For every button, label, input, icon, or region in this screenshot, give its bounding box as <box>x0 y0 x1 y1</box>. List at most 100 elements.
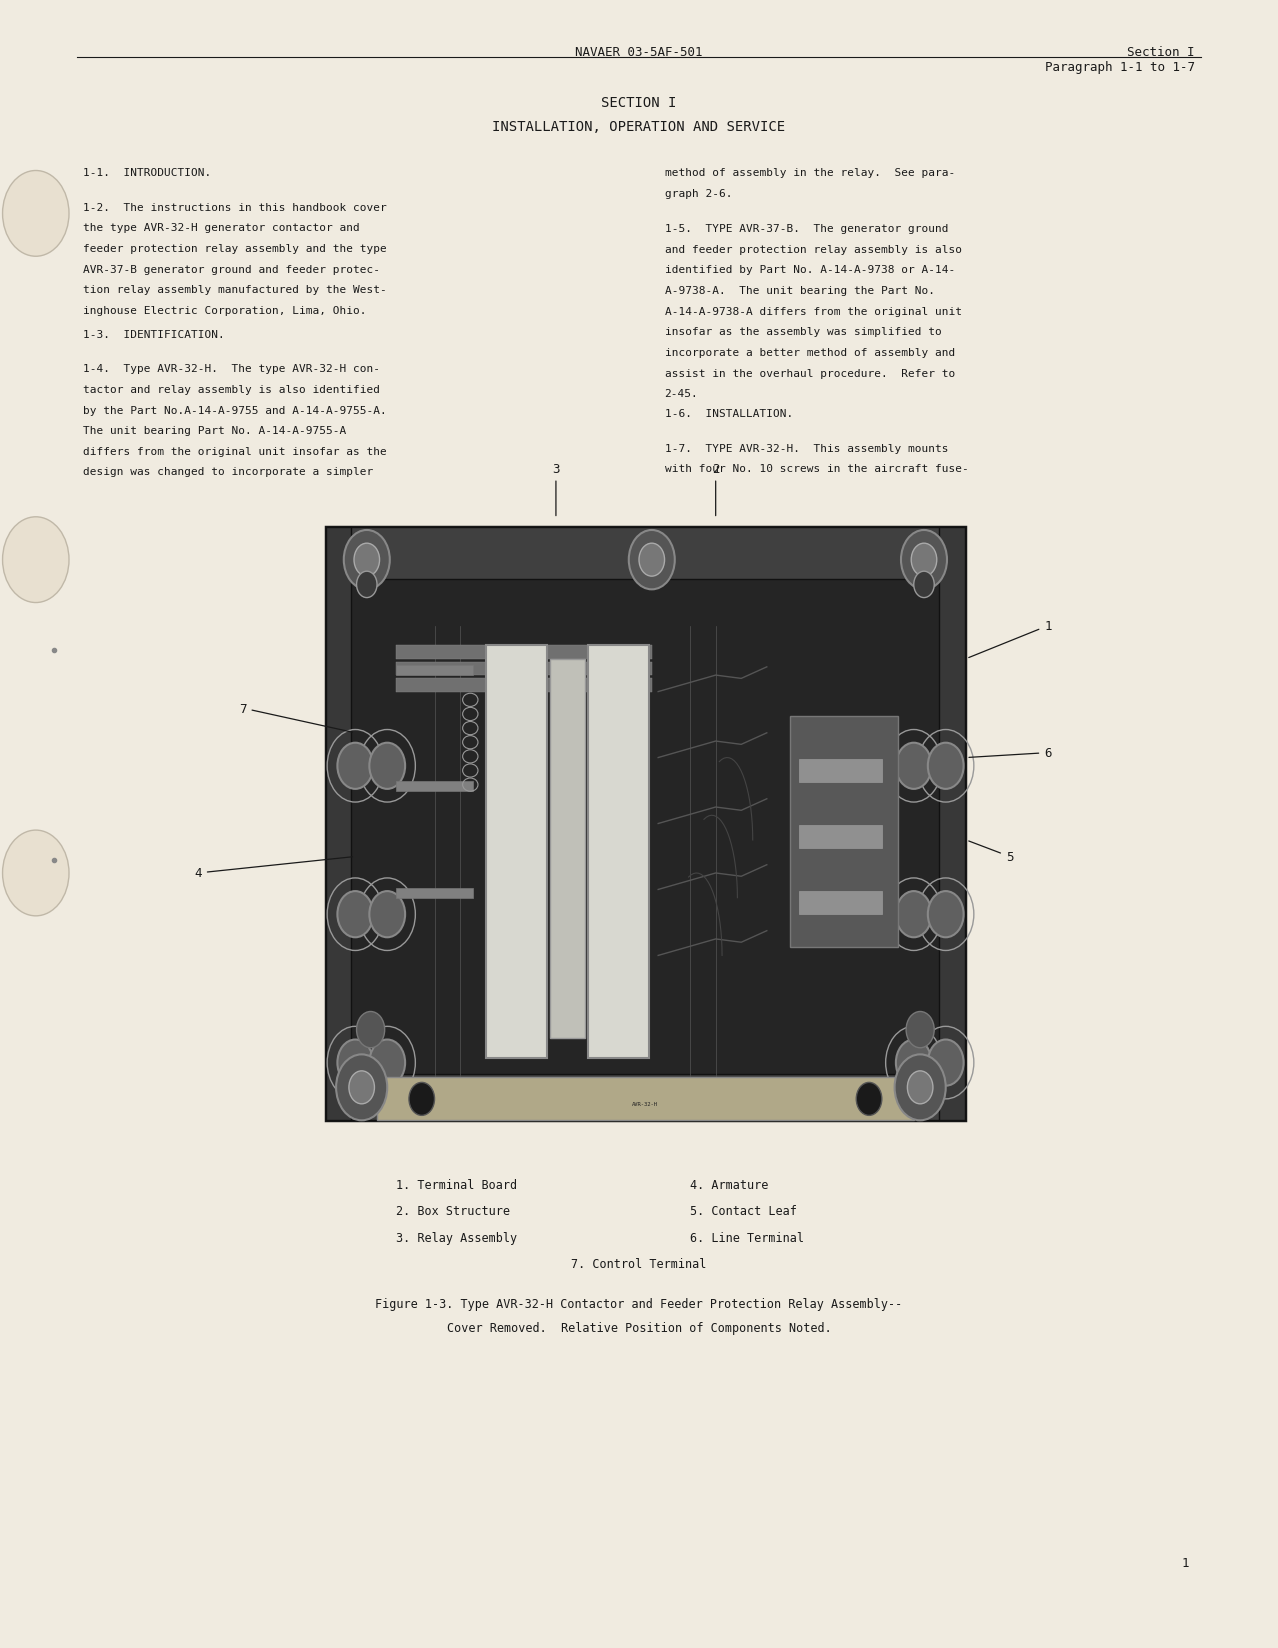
Circle shape <box>895 1055 946 1121</box>
Text: with four No. 10 screws in the aircraft fuse-: with four No. 10 screws in the aircraft … <box>665 465 969 475</box>
Text: tactor and relay assembly is also identified: tactor and relay assembly is also identi… <box>83 386 380 396</box>
Text: 2. Box Structure: 2. Box Structure <box>396 1205 510 1218</box>
Circle shape <box>856 1083 882 1116</box>
Circle shape <box>369 1040 405 1086</box>
Circle shape <box>3 831 69 916</box>
Bar <box>588 646 649 1058</box>
Bar <box>377 1078 914 1121</box>
Text: 3: 3 <box>552 463 560 516</box>
Bar <box>396 662 652 676</box>
Circle shape <box>928 1040 964 1086</box>
Text: 1-6.  INSTALLATION.: 1-6. INSTALLATION. <box>665 409 792 419</box>
Bar <box>486 646 547 1058</box>
Bar <box>396 781 473 791</box>
Text: inghouse Electric Corporation, Lima, Ohio.: inghouse Electric Corporation, Lima, Ohi… <box>83 307 367 316</box>
Bar <box>396 888 473 898</box>
Bar <box>326 527 351 1121</box>
Text: 6: 6 <box>969 747 1052 760</box>
Text: 4: 4 <box>194 857 353 880</box>
Bar <box>326 1074 965 1121</box>
Text: NAVAER 03-5AF-501: NAVAER 03-5AF-501 <box>575 46 703 59</box>
Text: Figure 1-3. Type AVR-32-H Contactor and Feeder Protection Relay Assembly--: Figure 1-3. Type AVR-32-H Contactor and … <box>376 1297 902 1310</box>
Text: 3. Relay Assembly: 3. Relay Assembly <box>396 1231 518 1244</box>
Circle shape <box>896 743 932 789</box>
Text: 1-4.  Type AVR-32-H.  The type AVR-32-H con-: 1-4. Type AVR-32-H. The type AVR-32-H co… <box>83 364 380 374</box>
Text: feeder protection relay assembly and the type: feeder protection relay assembly and the… <box>83 244 387 254</box>
Circle shape <box>337 1040 373 1086</box>
Bar <box>799 826 882 849</box>
Circle shape <box>369 892 405 938</box>
Text: the type AVR-32-H generator contactor and: the type AVR-32-H generator contactor an… <box>83 224 360 234</box>
Circle shape <box>896 892 932 938</box>
Circle shape <box>629 531 675 590</box>
Text: 2-45.: 2-45. <box>665 389 698 399</box>
Text: assist in the overhaul procedure.  Refer to: assist in the overhaul procedure. Refer … <box>665 369 955 379</box>
Bar <box>550 659 585 1038</box>
Bar <box>396 679 652 692</box>
Text: SECTION I: SECTION I <box>602 96 676 109</box>
Bar <box>396 666 473 676</box>
Text: tion relay assembly manufactured by the West-: tion relay assembly manufactured by the … <box>83 285 387 295</box>
Text: 5. Contact Leaf: 5. Contact Leaf <box>690 1205 797 1218</box>
Bar <box>343 549 948 1099</box>
Circle shape <box>928 892 964 938</box>
Circle shape <box>3 171 69 257</box>
Circle shape <box>906 1012 934 1048</box>
Text: 1: 1 <box>1181 1556 1189 1569</box>
Text: 1. Terminal Board: 1. Terminal Board <box>396 1178 518 1192</box>
Text: identified by Part No. A-14-A-9738 or A-14-: identified by Part No. A-14-A-9738 or A-… <box>665 265 955 275</box>
Circle shape <box>336 1055 387 1121</box>
Text: 4. Armature: 4. Armature <box>690 1178 768 1192</box>
Text: AVR-32-H: AVR-32-H <box>633 1101 658 1107</box>
Circle shape <box>639 544 665 577</box>
Bar <box>939 527 965 1121</box>
Text: and feeder protection relay assembly is also: and feeder protection relay assembly is … <box>665 244 961 255</box>
Bar <box>326 527 965 580</box>
Text: A-9738-A.  The unit bearing the Part No.: A-9738-A. The unit bearing the Part No. <box>665 287 934 297</box>
Text: INSTALLATION, OPERATION AND SERVICE: INSTALLATION, OPERATION AND SERVICE <box>492 120 786 133</box>
Text: 1-1.  INTRODUCTION.: 1-1. INTRODUCTION. <box>83 168 211 178</box>
Circle shape <box>357 572 377 598</box>
Text: insofar as the assembly was simplified to: insofar as the assembly was simplified t… <box>665 326 942 338</box>
Circle shape <box>337 892 373 938</box>
Text: AVR-37-B generator ground and feeder protec-: AVR-37-B generator ground and feeder pro… <box>83 264 380 275</box>
Circle shape <box>344 531 390 590</box>
Circle shape <box>3 517 69 603</box>
Text: 7. Control Terminal: 7. Control Terminal <box>571 1257 707 1271</box>
Text: Cover Removed.  Relative Position of Components Noted.: Cover Removed. Relative Position of Comp… <box>446 1322 832 1335</box>
Circle shape <box>349 1071 374 1104</box>
Text: graph 2-6.: graph 2-6. <box>665 188 732 199</box>
Text: incorporate a better method of assembly and: incorporate a better method of assembly … <box>665 348 955 358</box>
Text: A-14-A-9738-A differs from the original unit: A-14-A-9738-A differs from the original … <box>665 307 961 316</box>
Bar <box>326 527 965 1121</box>
Text: 5: 5 <box>969 842 1013 864</box>
Bar <box>790 717 898 948</box>
Text: 1: 1 <box>969 620 1052 658</box>
Circle shape <box>901 531 947 590</box>
Circle shape <box>357 1012 385 1048</box>
Circle shape <box>907 1071 933 1104</box>
Text: 6. Line Terminal: 6. Line Terminal <box>690 1231 804 1244</box>
Text: 7: 7 <box>239 702 353 733</box>
Circle shape <box>911 544 937 577</box>
Text: Section I: Section I <box>1127 46 1195 59</box>
Circle shape <box>354 544 380 577</box>
Text: 1-2.  The instructions in this handbook cover: 1-2. The instructions in this handbook c… <box>83 203 387 213</box>
Text: The unit bearing Part No. A-14-A-9755-A: The unit bearing Part No. A-14-A-9755-A <box>83 425 346 437</box>
Circle shape <box>906 1070 934 1106</box>
Text: 1-5.  TYPE AVR-37-B.  The generator ground: 1-5. TYPE AVR-37-B. The generator ground <box>665 224 948 234</box>
Text: differs from the original unit insofar as the: differs from the original unit insofar a… <box>83 447 387 456</box>
Circle shape <box>409 1083 435 1116</box>
Circle shape <box>357 1070 385 1106</box>
Text: 2: 2 <box>712 463 720 516</box>
Circle shape <box>369 743 405 789</box>
Circle shape <box>337 743 373 789</box>
Circle shape <box>928 743 964 789</box>
Circle shape <box>914 572 934 598</box>
Bar <box>799 760 882 783</box>
Text: by the Part No.A-14-A-9755 and A-14-A-9755-A.: by the Part No.A-14-A-9755 and A-14-A-97… <box>83 405 387 415</box>
Text: 1-3.  IDENTIFICATION.: 1-3. IDENTIFICATION. <box>83 330 225 339</box>
Text: design was changed to incorporate a simpler: design was changed to incorporate a simp… <box>83 468 373 478</box>
Text: 1-7.  TYPE AVR-32-H.  This assembly mounts: 1-7. TYPE AVR-32-H. This assembly mounts <box>665 443 948 453</box>
Bar <box>799 892 882 915</box>
